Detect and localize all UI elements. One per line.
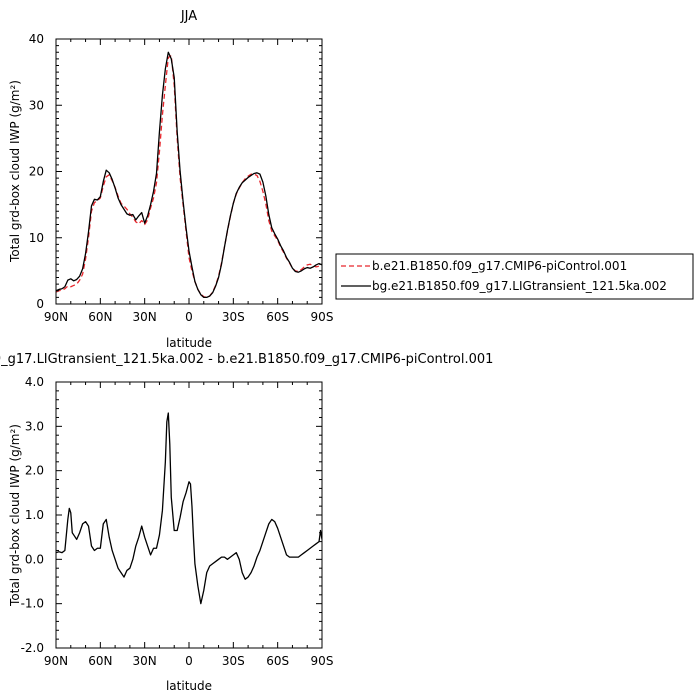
top-panel-y-axis-label: Total grd-box cloud IWP (g/m²) <box>8 80 22 263</box>
x-tick-label: 0 <box>185 654 193 668</box>
series-line-0-1 <box>56 51 322 299</box>
x-tick-label: 30N <box>133 310 157 324</box>
bottom-panel: bg.e21.B1850.f09_g17.LIGtransient_121.5k… <box>0 352 493 693</box>
legend-label-ligtransient: bg.e21.B1850.f09_g17.LIGtransient_121.5k… <box>372 279 667 293</box>
top-panel-x-ticks: 90N 60N 30N 0 30S 60S 90S <box>44 39 334 324</box>
y-tick-label: 40 <box>29 32 44 46</box>
x-tick-label: 30S <box>222 310 245 324</box>
top-panel-title: JJA <box>180 9 197 24</box>
y-tick-label: 1.0 <box>25 508 44 522</box>
top-panel: JJA 90N 60N 30N 0 30S 60S 90S 0 10 20 30 40 latitu… <box>8 9 333 350</box>
y-tick-label: 10 <box>29 231 44 245</box>
y-tick-label: 0.0 <box>25 552 44 566</box>
series-line-0-0 <box>56 54 322 299</box>
y-tick-label: -1.0 <box>21 597 44 611</box>
y-tick-label: 0 <box>36 297 44 311</box>
bottom-panel-series-layer <box>56 412 322 605</box>
y-tick-label: -2.0 <box>21 641 44 655</box>
x-tick-label: 30N <box>133 654 157 668</box>
bottom-panel-x-ticks: 90N 60N 30N 0 30S 60S 90S <box>44 382 334 668</box>
top-panel-x-axis-label: latitude <box>166 336 212 350</box>
bottom-panel-plot-frame <box>55 381 323 649</box>
top-panel-y-ticks: 0 10 20 30 40 <box>29 32 322 311</box>
x-tick-label: 60N <box>88 654 112 668</box>
bottom-panel-y-axis-label: Total grd-box cloud IWP (g/m²) <box>8 424 22 607</box>
y-tick-label: 4.0 <box>25 375 44 389</box>
x-tick-label: 90N <box>44 310 68 324</box>
y-tick-label: 30 <box>29 98 44 112</box>
bottom-panel-title: bg.e21.B1850.f09_g17.LIGtransient_121.5k… <box>0 352 493 367</box>
y-tick-label: 2.0 <box>25 464 44 478</box>
top-panel-series-layer <box>56 51 322 299</box>
x-tick-label: 90S <box>311 654 334 668</box>
y-tick-label: 20 <box>29 165 44 179</box>
x-tick-label: 90N <box>44 654 68 668</box>
x-tick-label: 60S <box>266 654 289 668</box>
x-tick-label: 90S <box>311 310 334 324</box>
x-tick-label: 60N <box>88 310 112 324</box>
legend-label-picontrol: b.e21.B1850.f09_g17.CMIP6-piControl.001 <box>372 259 627 273</box>
x-tick-label: 60S <box>266 310 289 324</box>
top-panel-plot-frame <box>55 38 323 305</box>
x-tick-label: 0 <box>185 310 193 324</box>
legend: b.e21.B1850.f09_g17.CMIP6-piControl.001 … <box>335 253 694 300</box>
legend-box <box>335 253 694 300</box>
y-tick-label: 3.0 <box>25 419 44 433</box>
x-tick-label: 30S <box>222 654 245 668</box>
bottom-panel-y-ticks: -2.0 -1.0 0.0 1.0 2.0 3.0 4.0 <box>21 375 322 655</box>
bottom-panel-x-axis-label: latitude <box>166 679 212 693</box>
series-line-1-0 <box>56 412 322 605</box>
